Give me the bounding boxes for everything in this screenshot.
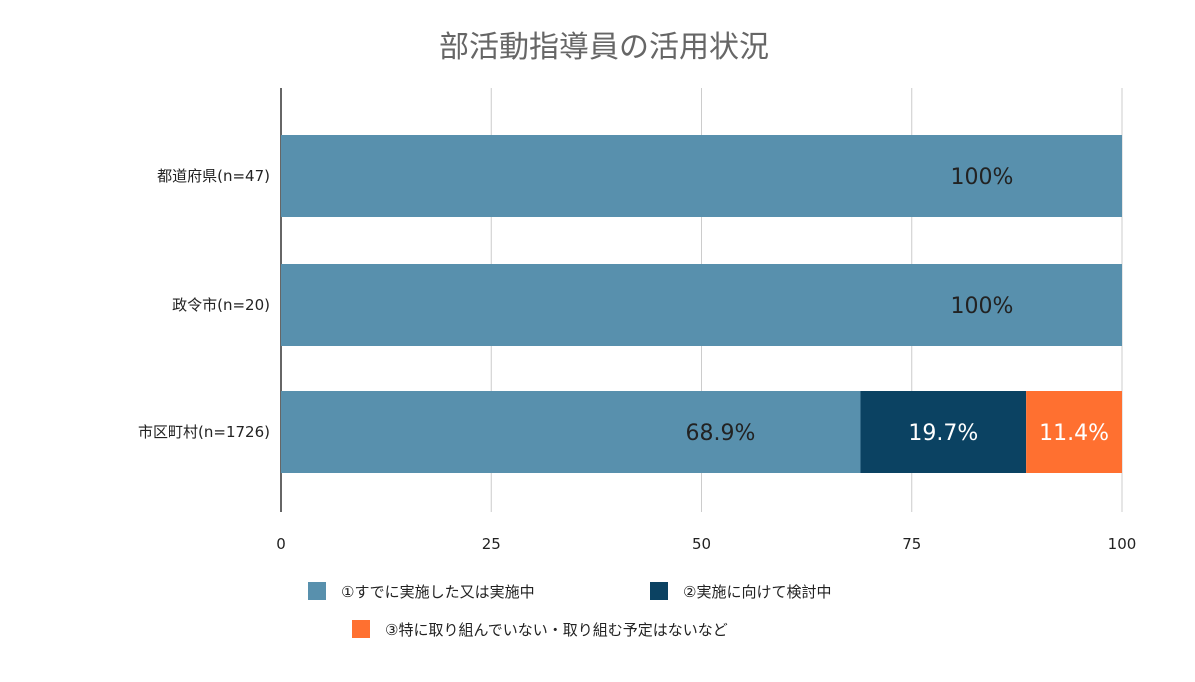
x-tick-label: 0 (276, 535, 286, 553)
x-tick-label: 25 (482, 535, 501, 553)
data-label: 19.7% (908, 421, 978, 446)
bar-segment (281, 135, 1122, 217)
category-labels: 都道府県(n=47) 政令市(n=20) 市区町村(n=1726) (138, 167, 270, 441)
category-label: 市区町村(n=1726) (138, 423, 270, 441)
legend: ①すでに実施した又は実施中 ②実施に向けて検討中 ③特に取り組んでいない・取り組む予… (308, 582, 831, 639)
bar-segment (281, 264, 1122, 346)
data-label: 68.9% (686, 421, 756, 446)
bar-segment (281, 391, 861, 473)
data-label: 100% (951, 165, 1014, 190)
data-labels: 100% 100% 68.9% 19.7% 11.4% (686, 165, 1110, 446)
bars (281, 135, 1122, 473)
legend-label: ②実施に向けて検討中 (683, 583, 831, 601)
category-label: 都道府県(n=47) (157, 167, 270, 185)
bar-segment (860, 391, 1027, 473)
legend-label: ①すでに実施した又は実施中 (341, 583, 535, 601)
data-label: 11.4% (1039, 421, 1109, 446)
legend-label: ③特に取り組んでいない・取り組む予定はないなど (385, 621, 728, 639)
legend-swatch (650, 582, 668, 600)
x-tick-label: 75 (902, 535, 921, 553)
legend-swatch (352, 620, 370, 638)
data-label: 100% (951, 294, 1014, 319)
x-axis-ticks: 0 25 50 75 100 (276, 535, 1136, 553)
chart-title: 部活動指導員の活用状況 (439, 30, 769, 65)
x-tick-label: 100 (1108, 535, 1137, 553)
x-tick-label: 50 (692, 535, 711, 553)
category-label: 政令市(n=20) (172, 296, 270, 314)
legend-swatch (308, 582, 326, 600)
bar-segment (1026, 391, 1122, 473)
